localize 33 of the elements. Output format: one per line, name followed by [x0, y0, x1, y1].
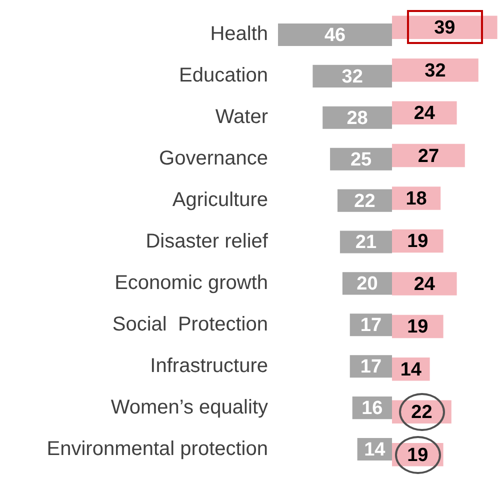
data-label: 17 [360, 315, 382, 336]
data-label: 14 [364, 440, 386, 461]
y-tick-label: Governance [159, 148, 268, 170]
data-label: 19 [407, 316, 428, 338]
data-label: 19 [407, 444, 428, 466]
data-label: 25 [350, 149, 372, 170]
data-label: 28 [346, 108, 368, 129]
y-tick-label: Environmental protection [46, 438, 268, 460]
y-tick-label: Infrastructure [150, 354, 268, 377]
data-label: 21 [355, 232, 377, 254]
data-label: 16 [362, 398, 383, 420]
data-label: 24 [414, 103, 436, 124]
data-label: 27 [418, 146, 440, 167]
y-tick-label: Social Protection [112, 313, 268, 336]
data-label: 32 [342, 66, 363, 88]
y-tick-label: Education [179, 64, 268, 87]
y-tick-label: Water [215, 106, 268, 128]
data-label: 24 [414, 274, 436, 295]
y-tick-label: Economic growth [114, 272, 268, 294]
data-label: 17 [360, 356, 382, 378]
data-label: 46 [324, 24, 346, 46]
y-tick-label: Women’s equality [110, 396, 268, 418]
data-label: 20 [356, 274, 378, 295]
data-label: 14 [400, 359, 422, 380]
data-label: 22 [354, 190, 376, 212]
y-tick-label: Health [210, 23, 268, 46]
data-label: 18 [406, 188, 427, 210]
data-label: 22 [411, 402, 432, 424]
y-tick-label: Agriculture [172, 189, 268, 212]
data-label: 39 [434, 18, 456, 39]
data-label: 19 [407, 231, 428, 252]
data-label: 32 [424, 60, 446, 82]
y-tick-label: Disaster relief [146, 230, 268, 253]
